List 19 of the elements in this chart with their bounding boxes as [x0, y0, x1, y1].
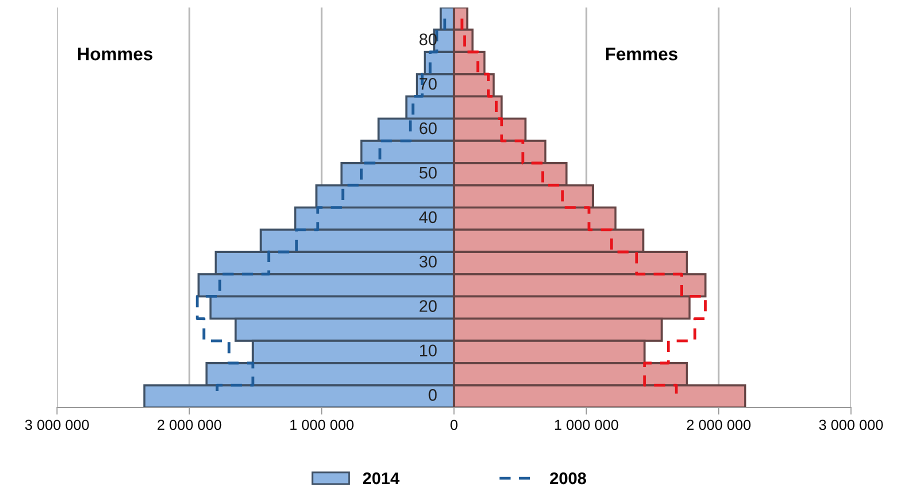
y-tick-label: 70 [420, 78, 437, 90]
y-tick-label: 30 [419, 256, 437, 268]
y-tick-label: 60 [420, 122, 437, 134]
x-tick-label: 3 000 000 [819, 420, 883, 430]
annotation: Femmes [606, 48, 678, 60]
x-tick-label: 2 000 000 [158, 420, 222, 430]
y-tick-label: 40 [419, 211, 437, 224]
legend-label: 2008 [550, 472, 586, 484]
x-tick-label: 1 000 000 [555, 420, 618, 430]
annotation: Hommes [78, 48, 152, 60]
x-tick-label: 2 000 000 [686, 420, 751, 430]
x-tick-label: 1 000 000 [290, 420, 354, 430]
y-tick-label: 10 [420, 344, 437, 356]
x-tick-label: 3 000 000 [25, 420, 89, 430]
y-tick-label: 50 [419, 166, 437, 179]
y-tick-label: 20 [420, 300, 437, 312]
x-tick-label: 0 [450, 420, 458, 430]
legend-label: 2014 [363, 472, 400, 484]
y-tick-label: 0 [428, 389, 437, 401]
